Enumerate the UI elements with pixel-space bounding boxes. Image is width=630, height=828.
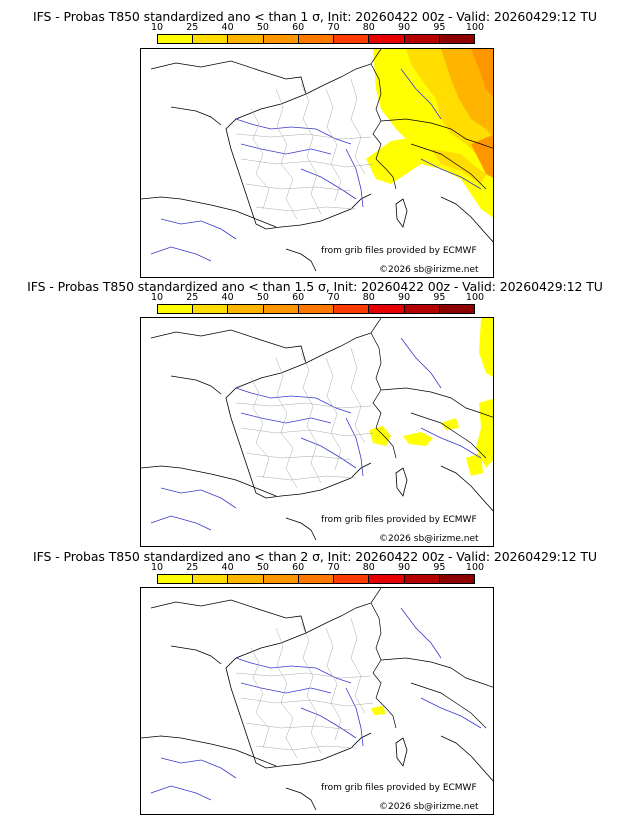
colorbar-tick: 25 [186,22,199,33]
colorbar-tick: 70 [327,292,340,303]
colorbar-tick: 60 [292,562,305,573]
colorbar-swatch [228,35,264,43]
author-credit: ©2026 sb@irizme.net [379,534,479,544]
source-credit: from grib files provided by ECMWF [321,515,477,525]
probability-map: from grib files provided by ECMWF ©2026 … [140,317,494,547]
coastlines [141,60,493,272]
colorbar-swatch [334,35,370,43]
probability-shading [369,318,493,476]
colorbar [157,574,475,584]
colorbar-tick: 70 [327,562,340,573]
probability-shading [366,49,493,218]
map-panel-2: IFS - Probas T850 standardized ano < tha… [0,279,630,555]
source-credit: from grib files provided by ECMWF [321,246,477,256]
rivers [150,607,482,801]
colorbar-tick: 95 [433,562,446,573]
colorbar-swatch [439,575,474,583]
map-graphic [141,318,493,541]
country-borders [250,49,493,228]
colorbar-tick: 95 [433,292,446,303]
rivers [150,337,482,531]
colorbar-swatch [298,35,335,43]
country-borders [250,588,493,767]
colorbar-swatch [228,305,264,313]
colorbar-tick: 90 [398,22,411,33]
panel-title: IFS - Probas T850 standardized ano < tha… [27,279,603,294]
colorbar-swatch [193,305,229,313]
colorbar-tick: 90 [398,292,411,303]
source-credit: from grib files provided by ECMWF [321,783,477,793]
colorbar-swatch [158,305,194,313]
colorbar-swatch [369,305,405,313]
probability-map: from grib files provided by ECMWF ©2026 … [140,587,494,815]
map-graphic [141,588,493,811]
colorbar [157,34,475,44]
colorbar-swatch [369,35,405,43]
coastlines [141,599,493,811]
colorbar-tick: 100 [465,292,485,303]
colorbar-tick: 40 [221,22,234,33]
colorbar-tick: 90 [398,562,411,573]
colorbar-tick: 80 [362,22,375,33]
colorbar-swatch [334,305,370,313]
map-panel-3: IFS - Probas T850 standardized ano < tha… [0,549,630,825]
colorbar-tick: 80 [362,562,375,573]
colorbar [157,304,475,314]
probability-map: from grib files provided by ECMWF ©2026 … [140,48,494,278]
probability-shading [371,706,386,715]
panel-title: IFS - Probas T850 standardized ano < tha… [33,9,597,24]
colorbar-swatch [263,35,299,43]
colorbar-swatch [193,35,229,43]
colorbar-ticks: 10 25 40 50 60 70 80 90 95 100 [151,562,484,573]
map-panel-1: IFS - Probas T850 standardized ano < tha… [0,0,630,278]
colorbar-tick: 50 [256,292,269,303]
colorbar-ticks: 10 25 40 50 60 70 80 90 95 100 [151,22,484,33]
colorbar-tick: 60 [292,22,305,33]
colorbar-tick: 10 [150,562,164,573]
colorbar-tick: 10 [150,22,164,33]
colorbar-swatch [263,305,299,313]
colorbar-swatch [298,575,335,583]
colorbar-tick: 50 [256,562,269,573]
panel-title: IFS - Probas T850 standardized ano < tha… [33,549,597,564]
colorbar-swatch [334,575,370,583]
colorbar-swatch [369,575,405,583]
colorbar-tick: 25 [186,562,199,573]
colorbar-ticks: 10 25 40 50 60 70 80 90 95 100 [151,292,484,303]
rivers [150,68,482,262]
colorbar-tick: 60 [292,292,305,303]
colorbar-tick: 100 [465,22,485,33]
colorbar-swatch [158,35,194,43]
colorbar-swatch [404,35,440,43]
author-credit: ©2026 sb@irizme.net [379,802,479,812]
colorbar-swatch [298,305,335,313]
colorbar-tick: 50 [256,22,269,33]
colorbar-tick: 25 [186,292,199,303]
colorbar-swatch [158,575,194,583]
department-borders [235,347,374,489]
department-borders [235,78,374,220]
map-graphic [141,49,493,272]
colorbar-tick: 40 [221,292,234,303]
colorbar-tick: 95 [433,22,446,33]
colorbar-tick: 80 [362,292,375,303]
colorbar-swatch [263,575,299,583]
colorbar-tick: 10 [150,292,164,303]
coastlines [141,329,493,541]
colorbar-tick: 40 [221,562,234,573]
colorbar-swatch [439,35,474,43]
colorbar-swatch [193,575,229,583]
colorbar-tick: 70 [327,22,340,33]
colorbar-tick: 100 [465,562,485,573]
country-borders [250,318,493,497]
colorbar-swatch [439,305,474,313]
colorbar-swatch [228,575,264,583]
colorbar-swatch [404,305,440,313]
department-borders [235,617,374,759]
author-credit: ©2026 sb@irizme.net [379,265,479,275]
colorbar-swatch [404,575,440,583]
